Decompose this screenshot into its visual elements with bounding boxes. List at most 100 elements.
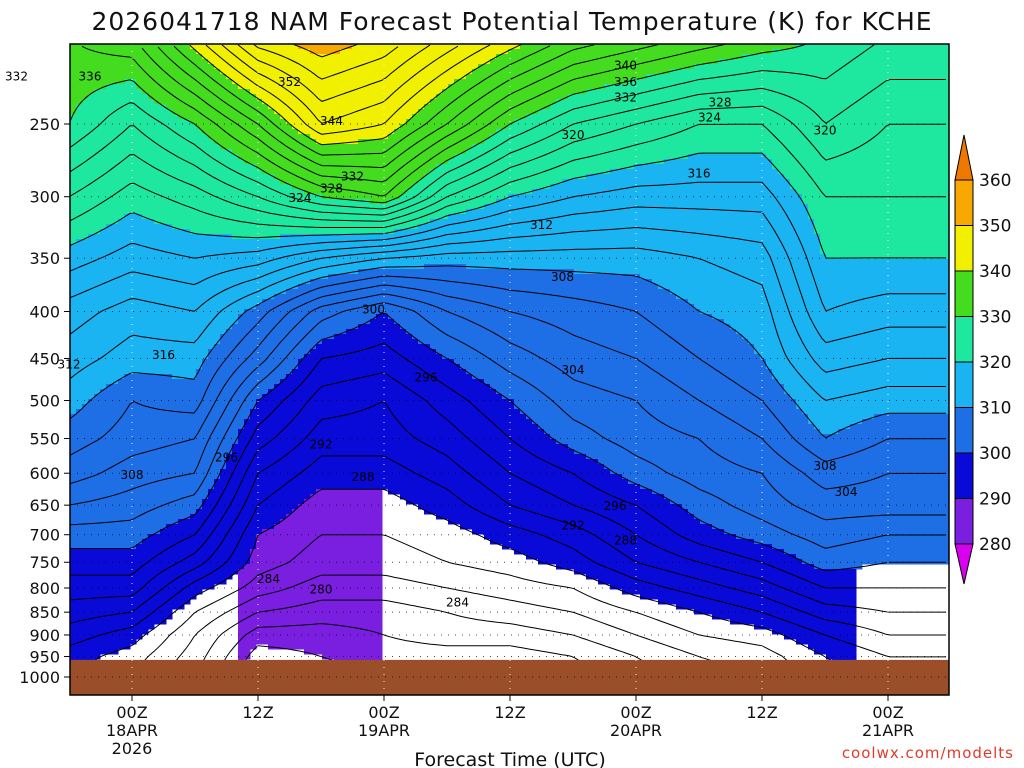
isentrope-340 <box>189 44 523 146</box>
contour-label: 308 <box>814 459 837 473</box>
isentrope-294 <box>70 401 946 636</box>
isentrope-350 <box>293 44 359 58</box>
isentrope-346 <box>237 44 431 102</box>
contour-label: 296 <box>215 451 238 465</box>
x-tick-label: 12Z <box>494 703 525 722</box>
x-tick-year: 2026 <box>112 739 153 758</box>
colorbar-bin <box>954 407 974 454</box>
x-tick-date: 18APR <box>106 721 158 740</box>
isentrope-284 <box>197 599 667 677</box>
isentrope-334 <box>141 44 659 183</box>
contour-label: 324 <box>698 111 721 125</box>
colorbar-tick-label: 350 <box>979 217 1011 237</box>
isentrope-320 <box>70 152 946 259</box>
isentrope-300 <box>70 312 946 572</box>
y-tick-label: 300 <box>29 188 60 207</box>
colorbar-tick-label: 300 <box>979 444 1011 464</box>
contour-label: 332 <box>614 91 637 105</box>
isentrope-332 <box>81 44 727 197</box>
contour-label: 288 <box>352 470 375 484</box>
isentrope-282 <box>217 623 603 676</box>
x-tick-label: 00Z <box>620 703 651 722</box>
y-tick-label: 400 <box>29 302 60 321</box>
terrain-fill <box>70 659 949 695</box>
isentrope-324 <box>70 105 946 222</box>
contour-label: 300 <box>362 302 385 316</box>
theta-field <box>70 44 949 675</box>
isentrope-308 <box>70 275 946 462</box>
contour-label: 304 <box>835 485 858 499</box>
isentrope-314 <box>70 227 946 373</box>
contour-label: 332 <box>5 70 28 84</box>
contour-label: 304 <box>562 363 585 377</box>
isentrope-306 <box>70 284 946 490</box>
credit-text: coolwx.com/modelts <box>842 744 1014 762</box>
colorbar-bin <box>954 270 974 317</box>
colorbar-bin <box>954 225 974 272</box>
y-tick-label: 850 <box>29 603 60 622</box>
contour-label: 324 <box>289 191 312 205</box>
contour-label: 292 <box>310 437 333 451</box>
isentrope-326 <box>70 79 946 216</box>
colorbar-tick-label: 320 <box>979 353 1011 373</box>
colorbar-tick-label: 360 <box>979 171 1011 191</box>
x-tick-label: 12Z <box>242 703 273 722</box>
contour-label: 328 <box>320 182 343 196</box>
isentrope-310 <box>70 265 946 439</box>
isentrope-344 <box>221 44 459 124</box>
contour-label: 296 <box>604 499 627 513</box>
isentrope-348 <box>253 44 399 80</box>
chart-title: 2026041718 NAM Forecast Potential Temper… <box>91 7 932 36</box>
contour-label: 308 <box>121 468 144 482</box>
colorbar-bin <box>954 316 974 363</box>
y-tick-label: 650 <box>29 496 60 515</box>
y-axis: 250 300 350 400 450 500 550 600 650 700 750 800 850 9… <box>19 115 70 687</box>
y-tick-label: 350 <box>29 249 60 268</box>
isentrope-296 <box>70 372 946 613</box>
isentrope-302 <box>70 302 946 549</box>
contour-label: 336 <box>79 70 102 84</box>
y-tick-label: 800 <box>29 579 60 598</box>
contour-label: 312 <box>530 218 553 232</box>
contour-label: 280 <box>310 582 333 596</box>
isentrope-304 <box>70 293 946 521</box>
x-tick-date: 19APR <box>358 721 410 740</box>
contour-label: 316 <box>688 166 711 180</box>
isentrope-292 <box>70 455 946 658</box>
contour-label: 320 <box>562 128 585 142</box>
isentrope-318 <box>70 181 946 312</box>
x-tick-label: 00Z <box>116 703 147 722</box>
x-axis-label: Forecast Time (UTC) <box>414 749 605 768</box>
x-tick-date: 21APR <box>862 721 914 740</box>
y-tick-label: 950 <box>29 648 60 667</box>
x-tick-label: 00Z <box>368 703 399 722</box>
y-tick-label: 450 <box>29 349 60 368</box>
contour-label: 332 <box>341 169 364 183</box>
isentrope-298 <box>70 343 946 589</box>
y-tick-label: 700 <box>29 526 60 545</box>
contour-label: 308 <box>551 270 574 284</box>
contour-label: 320 <box>814 123 837 137</box>
contour-label: 328 <box>709 96 732 110</box>
isentrope-328 <box>70 44 875 210</box>
colorbar-bin <box>954 498 974 545</box>
colorbar: 280 290 300 310 320 330 340 350 360 <box>954 134 1011 585</box>
x-tick-date: 20APR <box>610 721 662 740</box>
isentrope-286 <box>165 574 763 678</box>
y-tick-label: 550 <box>29 430 60 449</box>
contour-label: 292 <box>562 518 585 532</box>
isentrope-330 <box>70 44 807 204</box>
contour-label: 316 <box>152 348 175 362</box>
contour-label: 284 <box>446 596 469 610</box>
colorbar-bin <box>954 179 974 226</box>
colorbar-tick-label: 340 <box>979 262 1011 282</box>
contour-label: 312 <box>58 358 81 372</box>
x-tick-label: 12Z <box>746 703 777 722</box>
y-tick-label: 900 <box>29 626 60 645</box>
colorbar-tick-label: 280 <box>979 535 1011 555</box>
colorbar-tick-label: 310 <box>979 399 1011 419</box>
